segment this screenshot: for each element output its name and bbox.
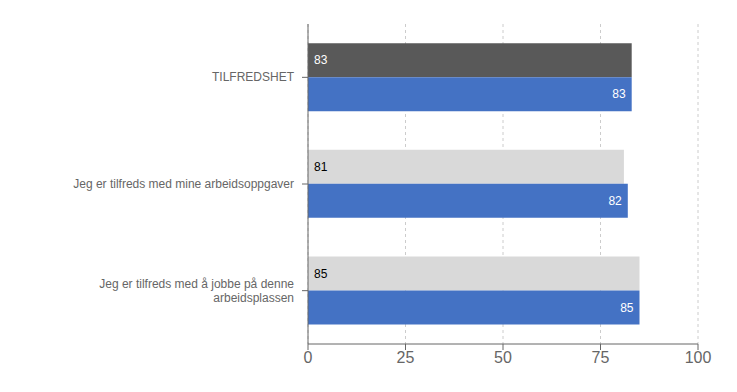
svg-text:85: 85 [314, 267, 328, 281]
svg-text:50: 50 [494, 349, 512, 366]
svg-text:82: 82 [608, 194, 622, 208]
svg-text:85: 85 [620, 301, 634, 315]
svg-text:75: 75 [592, 349, 610, 366]
svg-text:Jeg er tilfreds med mine arbei: Jeg er tilfreds med mine arbeidsoppgaver [73, 177, 294, 191]
svg-text:TILFREDSHET: TILFREDSHET [212, 70, 295, 84]
svg-text:25: 25 [397, 349, 415, 366]
svg-text:83: 83 [612, 87, 626, 101]
svg-text:Jeg er tilfreds med å jobbe på: Jeg er tilfreds med å jobbe på dennearbe… [99, 277, 294, 305]
svg-text:81: 81 [314, 160, 328, 174]
svg-text:100: 100 [685, 349, 712, 366]
svg-text:0: 0 [304, 349, 313, 366]
svg-text:83: 83 [314, 53, 328, 67]
